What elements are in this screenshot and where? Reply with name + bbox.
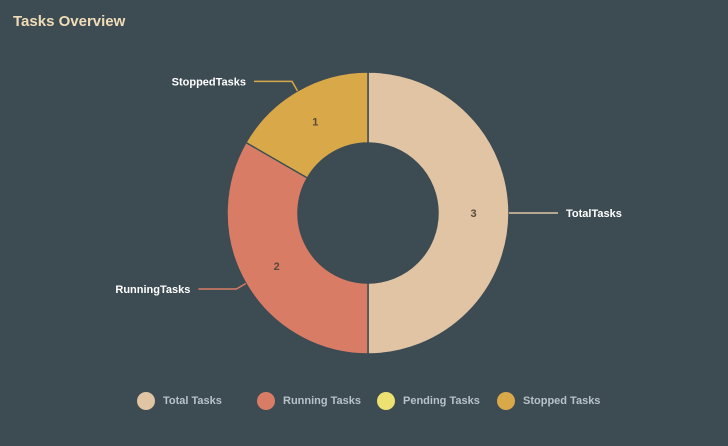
slice-stoppedtasks[interactable] (245, 71, 369, 179)
legend-label: Pending Tasks (403, 395, 480, 407)
leader-line-stoppedtasks (254, 80, 299, 92)
legend-item-totaltasks[interactable]: Total Tasks (137, 390, 222, 412)
slice-runningtasks[interactable] (226, 141, 369, 355)
legend-item-pendingtasks[interactable]: Pending Tasks (377, 390, 480, 412)
legend-label: Running Tasks (283, 395, 362, 407)
callout-label-stoppedtasks: StoppedTasks (172, 76, 246, 88)
callout-label-totaltasks: TotalTasks (566, 208, 622, 220)
value-label-runningtasks: 2 (274, 261, 280, 273)
value-label-stoppedtasks: 1 (312, 117, 318, 129)
callout-label-runningtasks: RunningTasks (115, 284, 190, 296)
legend-item-runningtasks[interactable]: Running Tasks (257, 390, 361, 412)
leader-line-runningtasks (198, 282, 247, 290)
legend-swatch (137, 392, 155, 410)
legend-label: Stopped Tasks (523, 395, 601, 407)
chart-title: Tasks Overview (13, 13, 126, 30)
value-label-totaltasks: 3 (470, 208, 476, 220)
chart-legend: Total Tasks Running Tasks Pending Tasks Sto… (0, 390, 728, 412)
legend-swatch (257, 392, 275, 410)
legend-item-stoppedtasks[interactable]: Stopped Tasks (497, 390, 600, 412)
slice-totaltasks[interactable] (367, 71, 510, 355)
legend-label: Total Tasks (163, 395, 222, 407)
legend-swatch (497, 392, 515, 410)
legend-swatch (377, 392, 395, 410)
